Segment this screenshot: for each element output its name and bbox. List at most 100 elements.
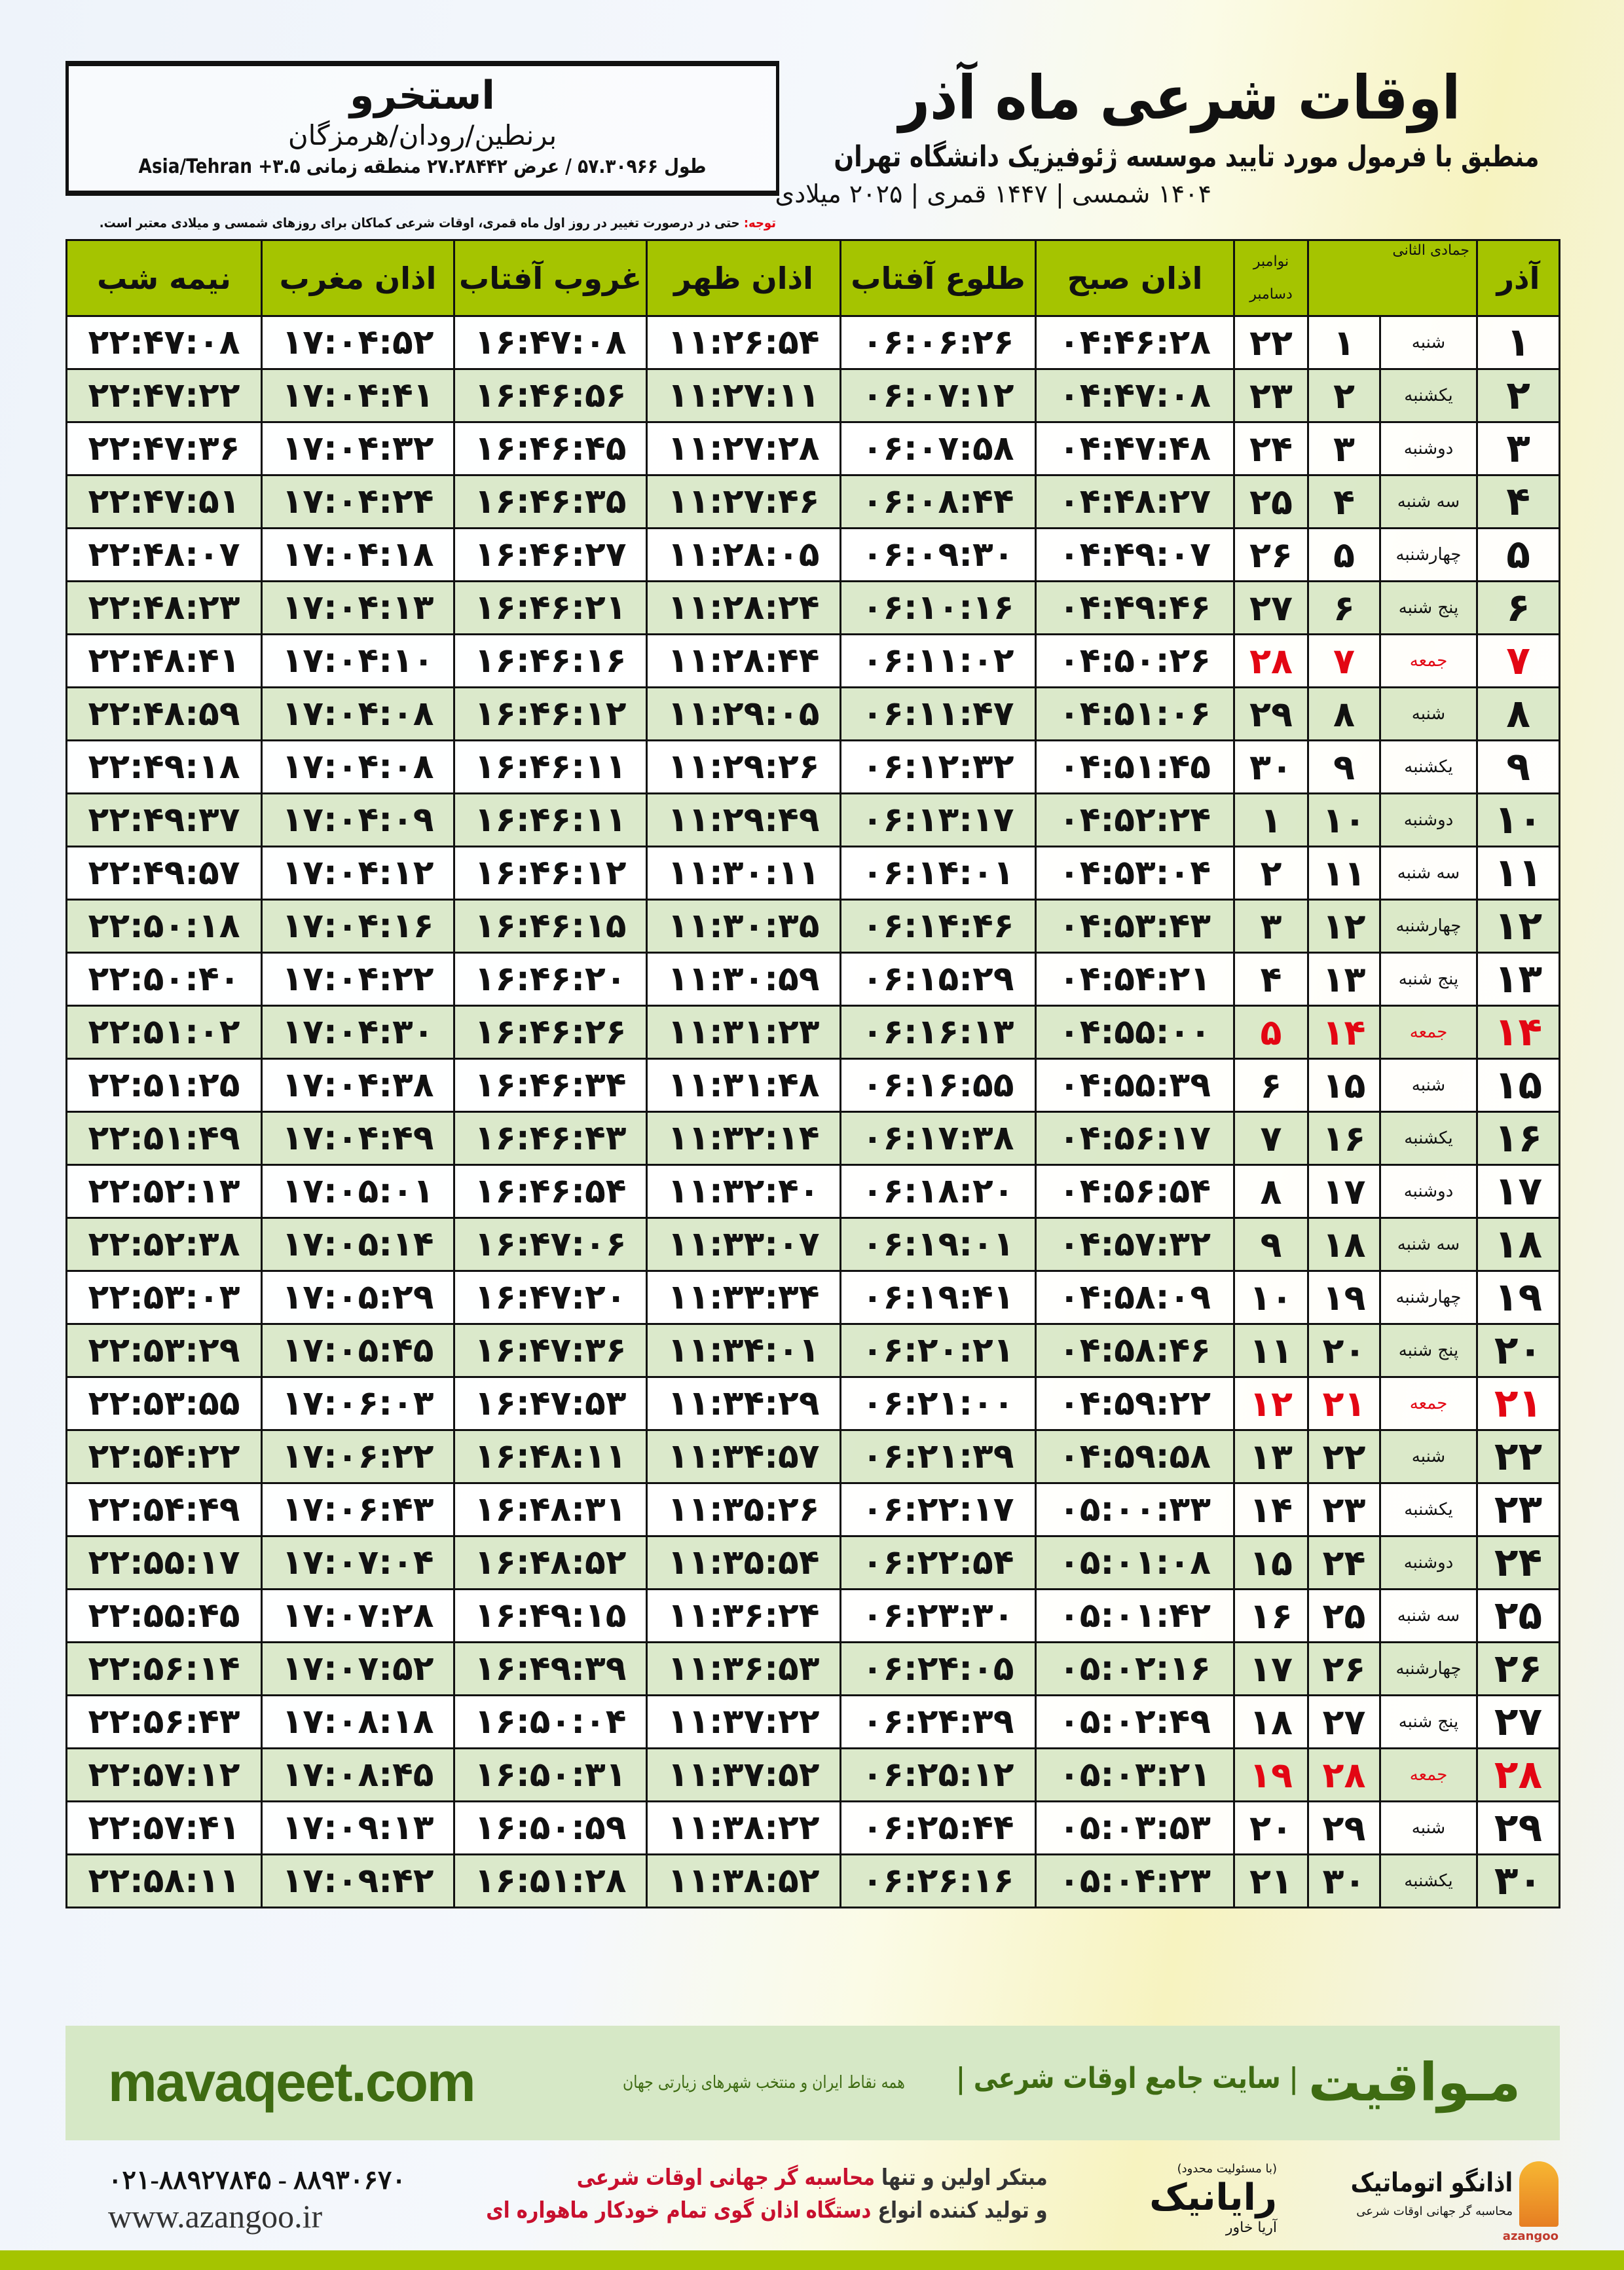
fajr-cell: ۰۵:۰۲:۴۹ (1035, 1694, 1235, 1749)
sunset-cell: ۱۶:۴۶:۲۶ (453, 1005, 648, 1060)
hijri-day-cell: ۱۱ (1307, 846, 1381, 901)
maghrib-cell: ۱۷:۰۶:۴۳ (261, 1482, 455, 1537)
sunset-cell: ۱۶:۴۹:۱۵ (453, 1588, 648, 1643)
table-row: ۲۸ جمعه ۲۸ ۱۹ ۰۵:۰۳:۲۱ ۰۶:۲۵:۱۲ ۱۱:۳۷:۵۲ ۱۶:۵۰:… (65, 1747, 1560, 1802)
dhuhr-cell: ۱۱:۳۷:۲۲ (646, 1694, 841, 1749)
header-azar: آذر (1476, 239, 1560, 317)
table-row: ۵ چهارشنبه ۵ ۲۶ ۰۴:۴۹:۰۷ ۰۶:۰۹:۳۰ ۱۱:۲۸:۰۵ ۱۶:۴… (65, 527, 1560, 582)
header-fajr: اذان صبح (1035, 239, 1235, 317)
sunset-cell: ۱۶:۴۷:۰۶ (453, 1217, 648, 1272)
azar-day-cell: ۱۸ (1476, 1217, 1560, 1272)
mavaqeet-logo: مـواقیت (1308, 2052, 1521, 2113)
maghrib-cell: ۱۷:۰۹:۱۳ (261, 1800, 455, 1855)
sunrise-cell: ۰۶:۱۶:۱۳ (840, 1005, 1037, 1060)
midnight-cell: ۲۲:۴۷:۲۲ (65, 368, 263, 423)
midnight-cell: ۲۲:۵۵:۱۷ (65, 1535, 263, 1590)
dhuhr-cell: ۱۱:۳۸:۲۲ (646, 1800, 841, 1855)
header-hijri-label: جمادی الثانی (1392, 242, 1469, 259)
sunrise-cell: ۰۶:۱۵:۲۹ (840, 952, 1037, 1007)
header-greg-dec: دسامبر (1249, 286, 1293, 303)
midnight-cell: ۲۲:۴۷:۵۱ (65, 474, 263, 529)
fajr-cell: ۰۴:۴۶:۲۸ (1035, 315, 1235, 370)
sunrise-cell: ۰۶:۲۳:۳۰ (840, 1588, 1037, 1643)
table-row: ۲۱ جمعه ۲۱ ۱۲ ۰۴:۵۹:۲۲ ۰۶:۲۱:۰۰ ۱۱:۳۴:۲۹ ۱۶:۴۷:… (65, 1376, 1560, 1431)
location-box: استخرو برنطین/رودان/هرمزگان طول ۵۷.۳۰۹۶۶… (65, 61, 779, 196)
midnight-cell: ۲۲:۵۰:۴۰ (65, 952, 263, 1007)
sunrise-cell: ۰۶:۱۹:۴۱ (840, 1270, 1037, 1325)
dhuhr-cell: ۱۱:۳۴:۵۷ (646, 1429, 841, 1484)
sunrise-cell: ۰۶:۲۴:۳۹ (840, 1694, 1037, 1749)
sunset-cell: ۱۶:۴۹:۳۹ (453, 1641, 648, 1696)
maghrib-cell: ۱۷:۰۴:۱۸ (261, 527, 455, 582)
table-row: ۱۲ چهارشنبه ۱۲ ۳ ۰۴:۵۳:۴۳ ۰۶:۱۴:۴۶ ۱۱:۳۰:۳۵ ۱۶:… (65, 899, 1560, 954)
azangoo-website[interactable]: www.azangoo.ir (108, 2198, 323, 2235)
fajr-cell: ۰۴:۵۸:۴۶ (1035, 1323, 1235, 1378)
dhuhr-cell: ۱۱:۳۱:۴۸ (646, 1058, 841, 1113)
weekday-cell: شنبه (1379, 1058, 1478, 1113)
hijri-day-cell: ۱ (1307, 315, 1381, 370)
table-row: ۳ دوشنبه ۳ ۲۴ ۰۴:۴۷:۴۸ ۰۶:۰۷:۵۸ ۱۱:۲۷:۲۸ ۱۶:۴۶:… (65, 421, 1560, 476)
maghrib-cell: ۱۷:۰۴:۲۲ (261, 952, 455, 1007)
azar-day-cell: ۲۰ (1476, 1323, 1560, 1378)
dhuhr-cell: ۱۱:۲۸:۴۴ (646, 633, 841, 688)
gregorian-day-cell: ۲۷ (1233, 580, 1309, 635)
weekday-cell: سه شنبه (1379, 1588, 1478, 1643)
table-row: ۶ پنج شنبه ۶ ۲۷ ۰۴:۴۹:۴۶ ۰۶:۱۰:۱۶ ۱۱:۲۸:۲۴ ۱۶:۴… (65, 580, 1560, 635)
table-row: ۹ یکشنبه ۹ ۳۰ ۰۴:۵۱:۴۵ ۰۶:۱۲:۳۲ ۱۱:۲۹:۲۶ ۱۶:۴۶:… (65, 739, 1560, 794)
promo-text: مبتکر اولین و تنها محاسبه گر جهانی اوقات… (487, 2161, 1048, 2227)
hijri-day-cell: ۵ (1307, 527, 1381, 582)
weekday-cell: شنبه (1379, 1800, 1478, 1855)
region-name: برنطین/رودان/هرمزگان (287, 119, 557, 151)
sunset-cell: ۱۶:۴۸:۵۲ (453, 1535, 648, 1590)
gregorian-day-cell: ۲۰ (1233, 1800, 1309, 1855)
dhuhr-cell: ۱۱:۲۶:۵۴ (646, 315, 841, 370)
hijri-day-cell: ۲۱ (1307, 1376, 1381, 1431)
sunset-cell: ۱۶:۴۶:۱۵ (453, 899, 648, 954)
sunrise-cell: ۰۶:۲۱:۳۹ (840, 1429, 1037, 1484)
azar-day-cell: ۱۷ (1476, 1164, 1560, 1219)
table-row: ۲۷ پنج شنبه ۲۷ ۱۸ ۰۵:۰۲:۴۹ ۰۶:۲۴:۳۹ ۱۱:۳۷:۲۲ ۱۶… (65, 1694, 1560, 1749)
note-label: توجه: (743, 215, 776, 231)
fajr-cell: ۰۴:۵۶:۱۷ (1035, 1111, 1235, 1166)
coordinates: طول ۵۷.۳۰۹۶۶ / عرض ۲۷.۲۸۴۴۲ منطقه زمانی … (138, 155, 707, 178)
gregorian-day-cell: ۵ (1233, 1005, 1309, 1060)
weekday-cell: پنج شنبه (1379, 1323, 1478, 1378)
maghrib-cell: ۱۷:۰۷:۵۲ (261, 1641, 455, 1696)
midnight-cell: ۲۲:۵۴:۲۲ (65, 1429, 263, 1484)
header-dhuhr: اذان ظهر (646, 239, 841, 317)
azar-day-cell: ۲۲ (1476, 1429, 1560, 1484)
sunset-cell: ۱۶:۵۰:۵۹ (453, 1800, 648, 1855)
note-text: حتی در درصورت تغییر در روز اول ماه قمری،… (99, 215, 744, 231)
midnight-cell: ۲۲:۵۱:۰۲ (65, 1005, 263, 1060)
raynik-name: رایانیک (1149, 2176, 1277, 2219)
weekday-cell: چهارشنبه (1379, 1641, 1478, 1696)
header-hijri: جمادی الثانی (1307, 239, 1478, 317)
table-row: ۲۰ پنج شنبه ۲۰ ۱۱ ۰۴:۵۸:۴۶ ۰۶:۲۰:۲۱ ۱۱:۳۴:۰۱ ۱۶… (65, 1323, 1560, 1378)
mavaqeet-url[interactable]: mavaqeet.com (108, 2051, 476, 2113)
sunrise-cell: ۰۶:۲۶:۱۶ (840, 1853, 1037, 1908)
weekday-cell: پنج شنبه (1379, 580, 1478, 635)
weekday-cell: دوشنبه (1379, 1535, 1478, 1590)
azangoo-en: azangoo (1502, 2229, 1559, 2243)
midnight-cell: ۲۲:۵۳:۰۳ (65, 1270, 263, 1325)
maghrib-cell: ۱۷:۰۷:۰۴ (261, 1535, 455, 1590)
header-gregorian: نوامبر دسامبر (1233, 239, 1309, 317)
weekday-cell: یکشنبه (1379, 368, 1478, 423)
hijri-day-cell: ۱۲ (1307, 899, 1381, 954)
raynik-small: (با مسئولیت محدود) (1177, 2162, 1277, 2176)
fajr-cell: ۰۴:۵۹:۲۲ (1035, 1376, 1235, 1431)
table-row: ۴ سه شنبه ۴ ۲۵ ۰۴:۴۸:۲۷ ۰۶:۰۸:۴۴ ۱۱:۲۷:۴۶ ۱۶:۴۶… (65, 474, 1560, 529)
maghrib-cell: ۱۷:۰۴:۳۲ (261, 421, 455, 476)
midnight-cell: ۲۲:۴۸:۴۱ (65, 633, 263, 688)
year-info: ۱۴۰۴ شمسی | ۱۴۴۷ قمری | ۲۰۲۵ میلادی (775, 179, 1211, 208)
weekday-cell: جمعه (1379, 1376, 1478, 1431)
azar-day-cell: ۲۷ (1476, 1694, 1560, 1749)
maghrib-cell: ۱۷:۰۴:۱۳ (261, 580, 455, 635)
table-row: ۷ جمعه ۷ ۲۸ ۰۴:۵۰:۲۶ ۰۶:۱۱:۰۲ ۱۱:۲۸:۴۴ ۱۶:۴۶:۱۶… (65, 633, 1560, 688)
header-maghrib: اذان مغرب (261, 239, 455, 317)
sunset-cell: ۱۶:۴۶:۱۲ (453, 686, 648, 741)
gregorian-day-cell: ۳ (1233, 899, 1309, 954)
gregorian-day-cell: ۲ (1233, 846, 1309, 901)
azar-day-cell: ۱ (1476, 315, 1560, 370)
azar-day-cell: ۲۵ (1476, 1588, 1560, 1643)
